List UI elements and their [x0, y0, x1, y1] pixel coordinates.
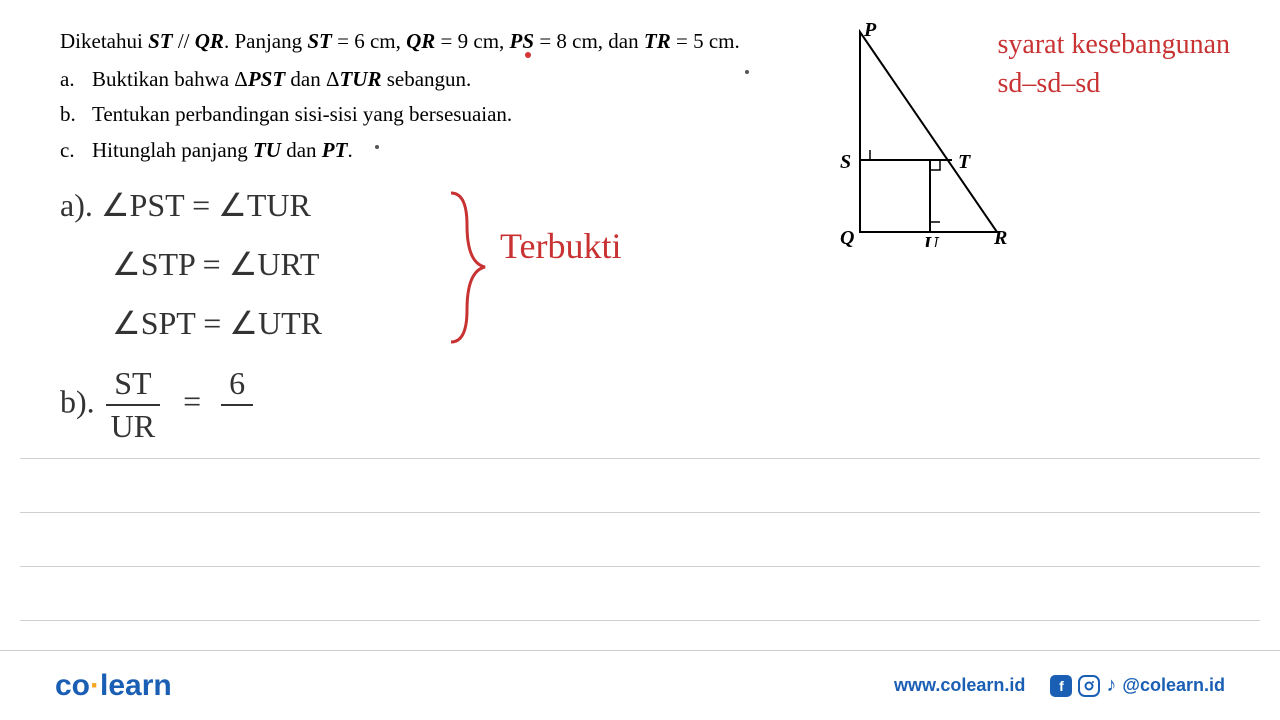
item-label: a.	[60, 63, 92, 97]
annotation-line2: sd–sd–sd	[998, 64, 1230, 103]
handwritten-a: a). ∠PST = ∠TUR ∠STP = ∠URT ∠SPT = ∠UTR	[60, 180, 322, 358]
var-qr: QR	[406, 29, 435, 53]
denominator: UR	[103, 406, 163, 445]
label-r: R	[993, 227, 1007, 247]
var-pt: PT	[322, 138, 348, 162]
item-label: b.	[60, 98, 92, 132]
logo-learn: learn	[100, 669, 172, 702]
text: Diketahui	[60, 29, 148, 53]
text: = 6 cm,	[332, 29, 406, 53]
annotation-line1: syarat kesebangunan	[998, 25, 1230, 64]
text: = 8 cm, dan	[534, 29, 644, 53]
instagram-icon	[1078, 675, 1100, 697]
dot-marker	[745, 70, 749, 74]
tiktok-icon: ♪	[1106, 674, 1116, 697]
triangle-diagram: P S T Q U R	[822, 22, 1022, 247]
footer-url: www.colearn.id	[894, 675, 1025, 696]
label-u: U	[924, 233, 940, 247]
list-item-c: c. Hitunglah panjang TU dan PT.	[60, 134, 1220, 168]
triangle-pst: PST	[248, 67, 285, 91]
dot-marker	[375, 145, 379, 149]
var-st: ST	[148, 29, 173, 53]
text: = 9 cm,	[435, 29, 509, 53]
fraction-right: 6	[221, 365, 253, 445]
var-ps: PS	[510, 29, 535, 53]
var-tu: TU	[253, 138, 281, 162]
hw-b-label: b).	[60, 383, 95, 419]
handwritten-b: b). ST UR = 6	[60, 365, 253, 445]
var-tr: TR	[644, 29, 671, 53]
hw-angle-eq: ∠SPT = ∠UTR	[112, 305, 322, 341]
social-handle: @colearn.id	[1122, 675, 1225, 696]
triangle-tur: TUR	[339, 67, 381, 91]
brace-icon	[445, 185, 495, 350]
footer: co·learn www.colearn.id f ♪ @colearn.id	[0, 650, 1280, 720]
social-links: f ♪ @colearn.id	[1050, 674, 1225, 697]
numerator: 6	[221, 365, 253, 406]
annotation: syarat kesebangunan sd–sd–sd	[998, 25, 1230, 103]
label-t: T	[958, 151, 971, 173]
label-p: P	[863, 22, 877, 41]
text: dan	[281, 138, 322, 162]
fraction-st-ur: ST UR	[103, 365, 163, 445]
text: //	[173, 29, 195, 53]
numerator: ST	[106, 365, 159, 406]
var-st: ST	[307, 29, 332, 53]
red-dot-marker	[525, 52, 531, 58]
footer-right: www.colearn.id f ♪ @colearn.id	[894, 674, 1225, 697]
text: = 5 cm.	[671, 29, 740, 53]
text: Tentukan perbandingan sisi-sisi yang ber…	[92, 98, 512, 132]
text: sebangun.	[381, 67, 471, 91]
logo-co: co	[55, 669, 90, 702]
logo: co·learn	[55, 669, 172, 703]
text: Hitunglah panjang	[92, 138, 253, 162]
item-label: c.	[60, 134, 92, 168]
text: Buktikan bahwa Δ	[92, 67, 248, 91]
text: .	[347, 138, 352, 162]
var-qr: QR	[195, 29, 224, 53]
text: dan Δ	[285, 67, 339, 91]
logo-dot: ·	[90, 669, 100, 702]
facebook-icon: f	[1050, 675, 1072, 697]
hw-a-label: a).	[60, 187, 93, 223]
label-s: S	[840, 151, 851, 173]
terbukti-label: Terbukti	[500, 225, 621, 267]
hw-angle-eq: ∠PST = ∠TUR	[101, 187, 311, 223]
label-q: Q	[840, 227, 854, 247]
equals: =	[183, 383, 201, 419]
text: . Panjang	[224, 29, 307, 53]
hw-angle-eq: ∠STP = ∠URT	[112, 246, 319, 282]
